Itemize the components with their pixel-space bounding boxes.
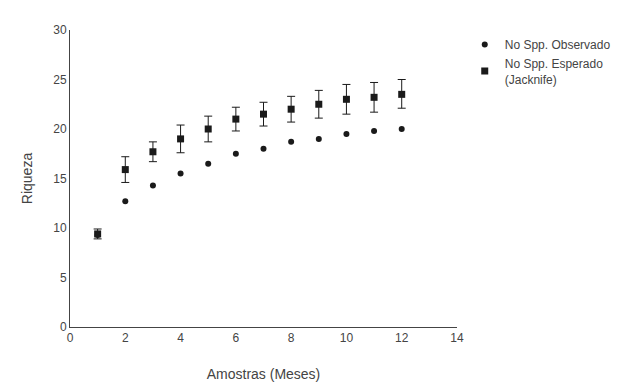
svg-text:14: 14	[450, 331, 464, 345]
svg-text:0: 0	[67, 331, 74, 345]
svg-text:0: 0	[60, 320, 67, 334]
svg-text:4: 4	[177, 331, 184, 345]
svg-text:No Spp. Esperado(Jacknife): No Spp. Esperado(Jacknife)	[505, 57, 603, 87]
svg-text:5: 5	[60, 271, 67, 285]
svg-text:20: 20	[53, 122, 67, 136]
svg-text:Riqueza: Riqueza	[19, 153, 35, 205]
svg-text:15: 15	[53, 172, 67, 186]
svg-text:30: 30	[53, 23, 67, 37]
svg-text:12: 12	[395, 331, 409, 345]
svg-text:2: 2	[122, 331, 129, 345]
svg-text:6: 6	[233, 331, 240, 345]
svg-text:8: 8	[288, 331, 295, 345]
svg-text:25: 25	[53, 73, 67, 87]
svg-text:No Spp. Observado: No Spp. Observado	[505, 38, 611, 52]
svg-text:10: 10	[53, 221, 67, 235]
svg-text:Amostras (Meses): Amostras (Meses)	[207, 366, 321, 382]
svg-text:10: 10	[340, 331, 354, 345]
